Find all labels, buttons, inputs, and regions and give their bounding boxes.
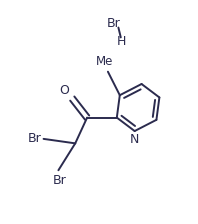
Text: Br: Br xyxy=(28,132,42,145)
Text: O: O xyxy=(59,84,69,97)
Text: N: N xyxy=(130,133,139,146)
Text: H: H xyxy=(117,35,127,48)
Text: Br: Br xyxy=(52,174,66,187)
Text: Me: Me xyxy=(96,55,114,68)
Text: Br: Br xyxy=(107,17,121,30)
